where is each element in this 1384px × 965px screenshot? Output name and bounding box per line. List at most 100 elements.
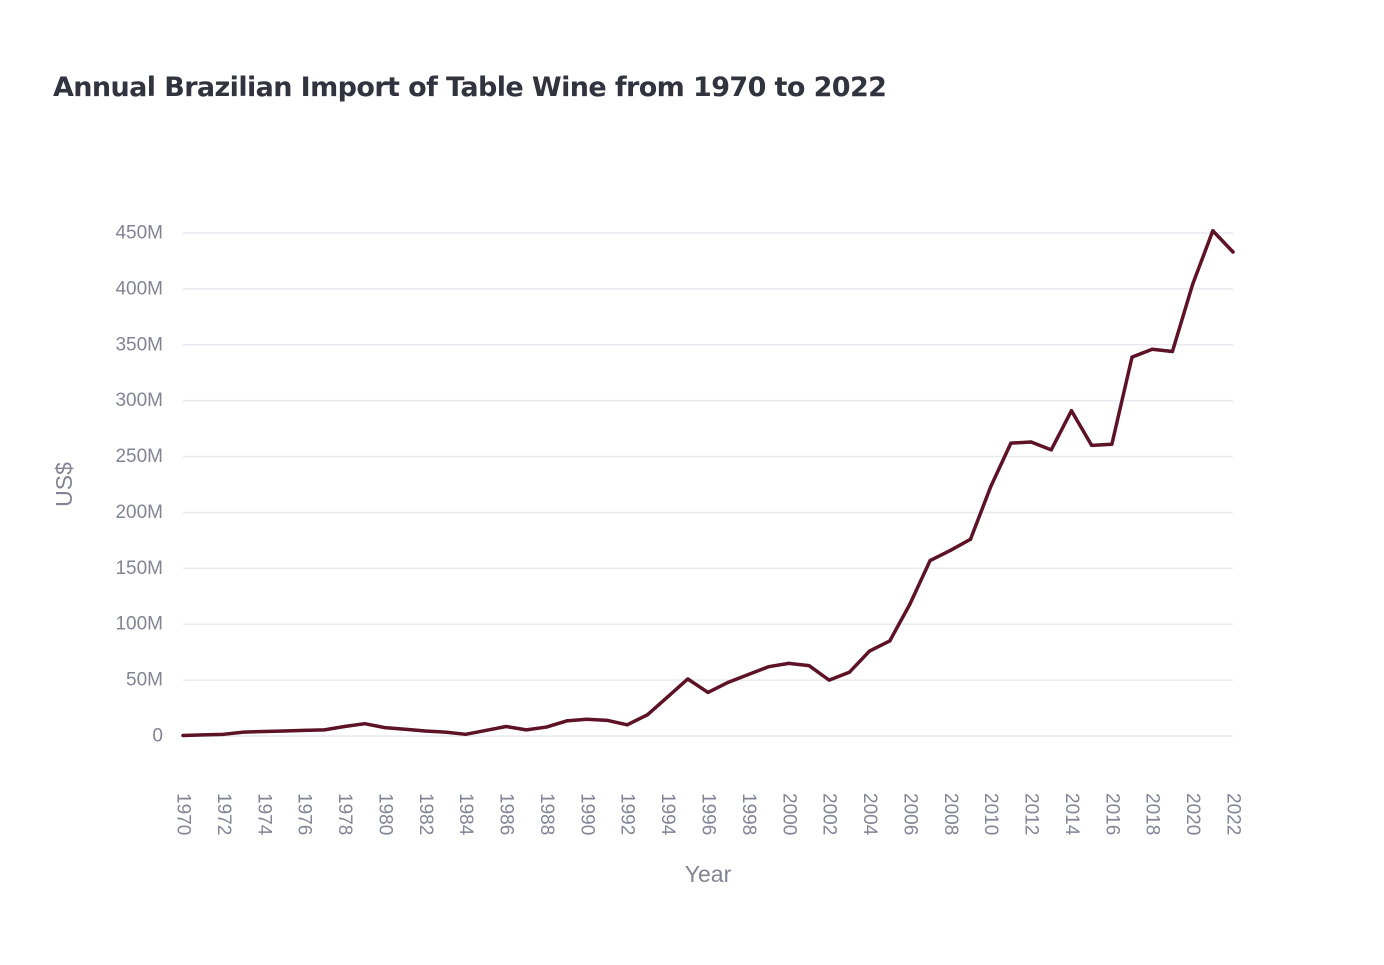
data-point bbox=[625, 723, 629, 727]
data-point bbox=[363, 722, 367, 726]
data-point bbox=[1130, 355, 1134, 359]
data-point bbox=[403, 727, 407, 731]
data-point bbox=[1090, 443, 1094, 447]
x-tick-label: 2020 bbox=[1182, 793, 1203, 835]
data-point bbox=[847, 670, 851, 674]
series-line bbox=[181, 229, 1235, 738]
data-point bbox=[262, 729, 266, 734]
x-tick-label: 1992 bbox=[617, 793, 638, 835]
data-point bbox=[383, 726, 387, 730]
data-point bbox=[221, 732, 225, 736]
data-point bbox=[746, 672, 750, 677]
data-point bbox=[1110, 442, 1114, 446]
data-point bbox=[302, 728, 306, 733]
x-tick-label: 1986 bbox=[496, 793, 517, 835]
y-axis-title: US$ bbox=[51, 462, 77, 507]
chart-title: Annual Brazilian Import of Table Wine fr… bbox=[53, 72, 887, 103]
x-tick-label: 1990 bbox=[576, 793, 597, 835]
data-point bbox=[605, 718, 609, 722]
x-tick-label: 1996 bbox=[698, 793, 719, 835]
data-point bbox=[565, 719, 569, 723]
data-point bbox=[928, 558, 932, 563]
data-point bbox=[908, 602, 912, 606]
data-points bbox=[181, 229, 1235, 738]
data-point bbox=[1069, 409, 1074, 413]
data-point bbox=[666, 695, 670, 699]
x-axis-title: Year bbox=[685, 861, 732, 887]
y-tick-label: 400M bbox=[115, 278, 163, 299]
y-tick-label: 200M bbox=[115, 502, 163, 523]
y-tick-label: 300M bbox=[115, 390, 163, 411]
data-point bbox=[968, 537, 973, 541]
data-point bbox=[524, 728, 528, 732]
data-point bbox=[948, 548, 952, 553]
x-tick-label: 1974 bbox=[253, 793, 274, 836]
x-tick-label: 2010 bbox=[980, 793, 1001, 835]
data-point bbox=[443, 730, 448, 734]
data-point bbox=[726, 680, 730, 684]
y-tick-label: 250M bbox=[115, 446, 163, 467]
data-point bbox=[322, 728, 326, 732]
y-axis-tick-labels: 0 50M 100M 150M 200M 250M 300M 350M 400M 450M bbox=[115, 223, 163, 747]
x-tick-label: 1982 bbox=[415, 793, 436, 835]
data-point bbox=[423, 729, 427, 733]
data-point bbox=[1211, 229, 1215, 233]
x-tick-label: 1976 bbox=[294, 793, 315, 835]
x-tick-label: 1988 bbox=[536, 793, 557, 835]
data-point bbox=[241, 730, 246, 734]
y-tick-label: 450M bbox=[115, 223, 163, 244]
data-point bbox=[484, 728, 488, 733]
x-tick-label: 1970 bbox=[173, 793, 194, 835]
data-point bbox=[807, 663, 811, 668]
data-point bbox=[1170, 349, 1175, 354]
data-point bbox=[464, 732, 468, 736]
series-lines bbox=[181, 229, 1235, 738]
y-tick-label: 150M bbox=[115, 558, 163, 579]
x-axis-tick-labels: 1970 1972 1974 1976 1978 1980 1982 1984 1986 1988… bbox=[173, 793, 1244, 836]
y-tick-label: 50M bbox=[126, 670, 163, 691]
data-point bbox=[1029, 440, 1033, 444]
x-tick-label: 2004 bbox=[859, 793, 880, 836]
y-tick-label: 0 bbox=[152, 726, 163, 747]
data-point bbox=[544, 725, 549, 729]
data-point bbox=[342, 724, 347, 729]
x-tick-label: 2002 bbox=[819, 793, 840, 835]
x-tick-label: 1980 bbox=[374, 793, 395, 835]
data-point bbox=[888, 639, 892, 643]
x-tick-label: 1972 bbox=[213, 793, 234, 835]
data-point bbox=[1009, 441, 1013, 445]
y-tick-label: 350M bbox=[115, 334, 163, 355]
x-tick-label: 2006 bbox=[899, 793, 920, 835]
x-tick-label: 2018 bbox=[1142, 793, 1163, 835]
x-tick-label: 1994 bbox=[657, 793, 678, 836]
data-point bbox=[867, 649, 872, 653]
data-point bbox=[766, 665, 771, 669]
data-point bbox=[201, 733, 205, 737]
data-point bbox=[706, 690, 710, 695]
y-tick-label: 100M bbox=[115, 614, 163, 635]
data-point bbox=[181, 733, 185, 738]
x-tick-label: 2014 bbox=[1061, 793, 1082, 836]
x-tick-label: 1984 bbox=[455, 793, 476, 836]
data-point bbox=[1049, 448, 1053, 452]
x-tick-label: 1998 bbox=[738, 793, 759, 835]
data-point bbox=[787, 661, 791, 665]
x-tick-label: 1978 bbox=[334, 793, 355, 835]
data-point bbox=[282, 729, 286, 733]
x-tick-label: 2008 bbox=[940, 793, 961, 835]
data-point bbox=[504, 724, 508, 729]
data-point bbox=[645, 713, 650, 717]
data-point bbox=[1191, 282, 1195, 287]
data-point bbox=[686, 677, 690, 681]
x-tick-label: 2000 bbox=[778, 793, 799, 835]
data-point bbox=[1150, 347, 1154, 351]
data-point bbox=[585, 717, 589, 721]
data-point bbox=[827, 678, 831, 682]
gridlines bbox=[183, 232, 1233, 737]
data-point bbox=[1231, 250, 1235, 254]
x-tick-label: 2022 bbox=[1223, 793, 1244, 835]
x-tick-label: 2016 bbox=[1101, 793, 1122, 835]
x-tick-label: 2012 bbox=[1021, 793, 1042, 835]
data-point bbox=[989, 485, 993, 489]
